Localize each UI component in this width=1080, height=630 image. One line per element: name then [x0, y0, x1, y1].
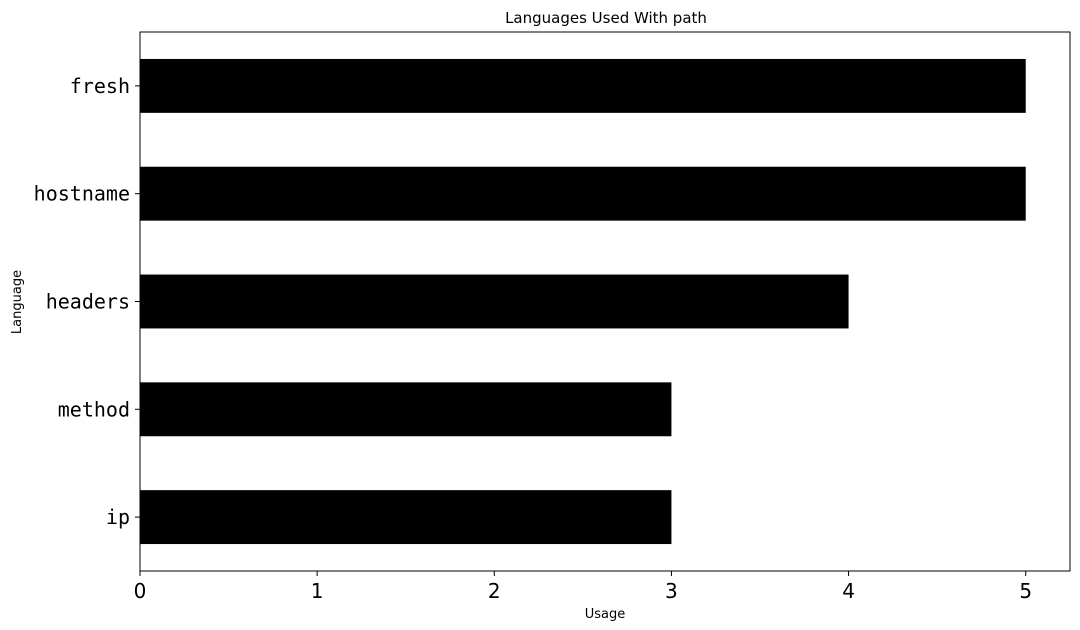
x-tick-label: 0	[134, 579, 147, 603]
x-axis-label: Usage	[585, 607, 626, 622]
y-tick-label: hostname	[34, 182, 130, 206]
x-tick-label: 4	[842, 579, 855, 603]
bar-ip	[140, 490, 672, 545]
bar-method	[140, 382, 672, 437]
bar-headers	[140, 274, 849, 329]
chart-title: Languages Used With path	[505, 9, 707, 27]
x-tick-label: 2	[488, 579, 501, 603]
y-tick-label: fresh	[70, 74, 130, 98]
y-axis: fresh hostname headers method ip	[34, 74, 140, 529]
y-tick-label: headers	[46, 290, 130, 314]
x-tick-label: 1	[311, 579, 324, 603]
y-tick-label: ip	[106, 505, 130, 529]
bar-fresh	[140, 58, 1026, 113]
x-tick-label: 5	[1019, 579, 1032, 603]
bar-hostname	[140, 166, 1026, 221]
y-axis-label: Language	[10, 270, 25, 334]
x-tick-label: 3	[665, 579, 678, 603]
bars-group	[140, 58, 1026, 545]
y-tick-label: method	[58, 397, 130, 421]
x-axis: 0 1 2 3 4 5	[134, 571, 1032, 603]
